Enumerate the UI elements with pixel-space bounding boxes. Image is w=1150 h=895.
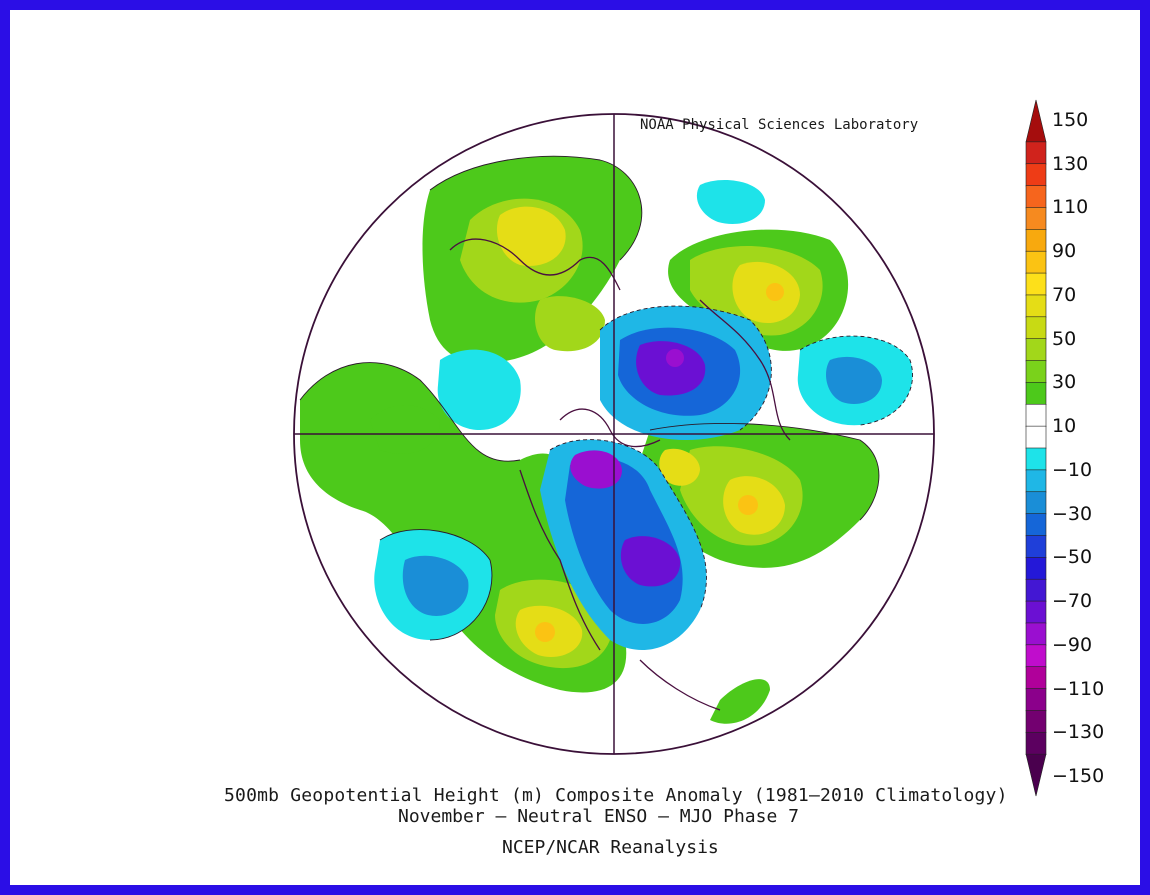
trough-min	[570, 450, 622, 489]
colorbar-swatch	[1025, 294, 1047, 318]
positive-anomaly-region	[710, 679, 770, 724]
colorbar-tick-label: −50	[1052, 546, 1093, 569]
colorbar-swatch	[1025, 207, 1047, 231]
colorbar-swatch	[1025, 622, 1047, 646]
colorbar-swatch	[1025, 753, 1047, 797]
ridge-region	[535, 296, 605, 352]
colorbar-swatch	[1025, 141, 1047, 165]
colorbar-swatch	[1025, 600, 1047, 624]
colorbar-tick-label: −90	[1052, 633, 1093, 656]
colorbar-swatch	[1025, 644, 1047, 668]
colorbar-swatch	[1025, 360, 1047, 384]
colorbar-tick-label: −150	[1052, 765, 1105, 787]
colorbar-swatch	[1025, 163, 1047, 187]
colorbar-swatch	[1025, 557, 1047, 580]
colorbar-swatch	[1025, 316, 1047, 340]
colorbar-tick-label: 150	[1052, 109, 1089, 131]
trough-region	[437, 349, 521, 430]
colorbar-tick-label: −110	[1052, 677, 1105, 700]
trough-region	[696, 180, 765, 224]
colorbar-swatch	[1025, 731, 1047, 755]
colorbar-swatch	[1025, 513, 1047, 537]
ridge-core	[496, 206, 566, 266]
trough-min	[620, 536, 681, 587]
colorbar-swatch	[1025, 250, 1047, 274]
colorbar-swatch	[1025, 338, 1047, 362]
colorbar-tick-label: −10	[1052, 458, 1093, 481]
colorbar-swatch	[1025, 425, 1047, 449]
colorbar-swatch	[1025, 382, 1047, 406]
title-line1: 500mb Geopotential Height (m) Composite …	[224, 785, 1008, 806]
colorbar-swatch	[1025, 185, 1047, 209]
colorbar-tick-label: 30	[1052, 371, 1077, 394]
colorbar-swatch	[1025, 710, 1047, 734]
colorbar-tick-label: 130	[1052, 152, 1089, 175]
colorbar-swatch	[1025, 272, 1047, 296]
colorbar-swatch	[1025, 99, 1047, 143]
colorbar-tick-label: 50	[1052, 327, 1077, 350]
colorbar-tick-label: −30	[1052, 502, 1093, 525]
colorbar-swatch	[1025, 469, 1047, 493]
colorbar-tick-label: −130	[1052, 721, 1105, 744]
colorbar-swatch	[1025, 535, 1047, 559]
colorbar-tick-label: 110	[1052, 196, 1089, 219]
colorbar-swatch	[1025, 447, 1047, 471]
ridge-core	[659, 448, 700, 486]
colorbar-swatch	[1025, 403, 1047, 427]
trough-core	[826, 356, 882, 404]
colorbar-swatch	[1025, 666, 1047, 690]
colorbar-tick-label: −70	[1052, 590, 1093, 613]
trough-core	[402, 555, 469, 616]
credit-label: NOAA Physical Sciences Laboratory	[640, 117, 919, 133]
colorbar-swatch	[1025, 688, 1047, 712]
colorbar-swatch	[1025, 578, 1047, 602]
trough-min	[636, 341, 706, 396]
colorbar-tick-label: 70	[1052, 283, 1077, 306]
title-line2: November – Neutral ENSO – MJO Phase 7	[398, 806, 799, 827]
contour-lines	[299, 155, 913, 641]
coastlines	[449, 238, 791, 711]
colorbar-swatch	[1025, 491, 1047, 515]
colorbar-tick-label: 90	[1052, 240, 1077, 263]
positive-anomaly-region	[370, 405, 440, 454]
colorbar-swatch	[1025, 229, 1047, 252]
colorbar	[1025, 99, 1047, 797]
colorbar-tick-label: 10	[1052, 415, 1077, 438]
title-source: NCEP/NCAR Reanalysis	[502, 837, 719, 858]
